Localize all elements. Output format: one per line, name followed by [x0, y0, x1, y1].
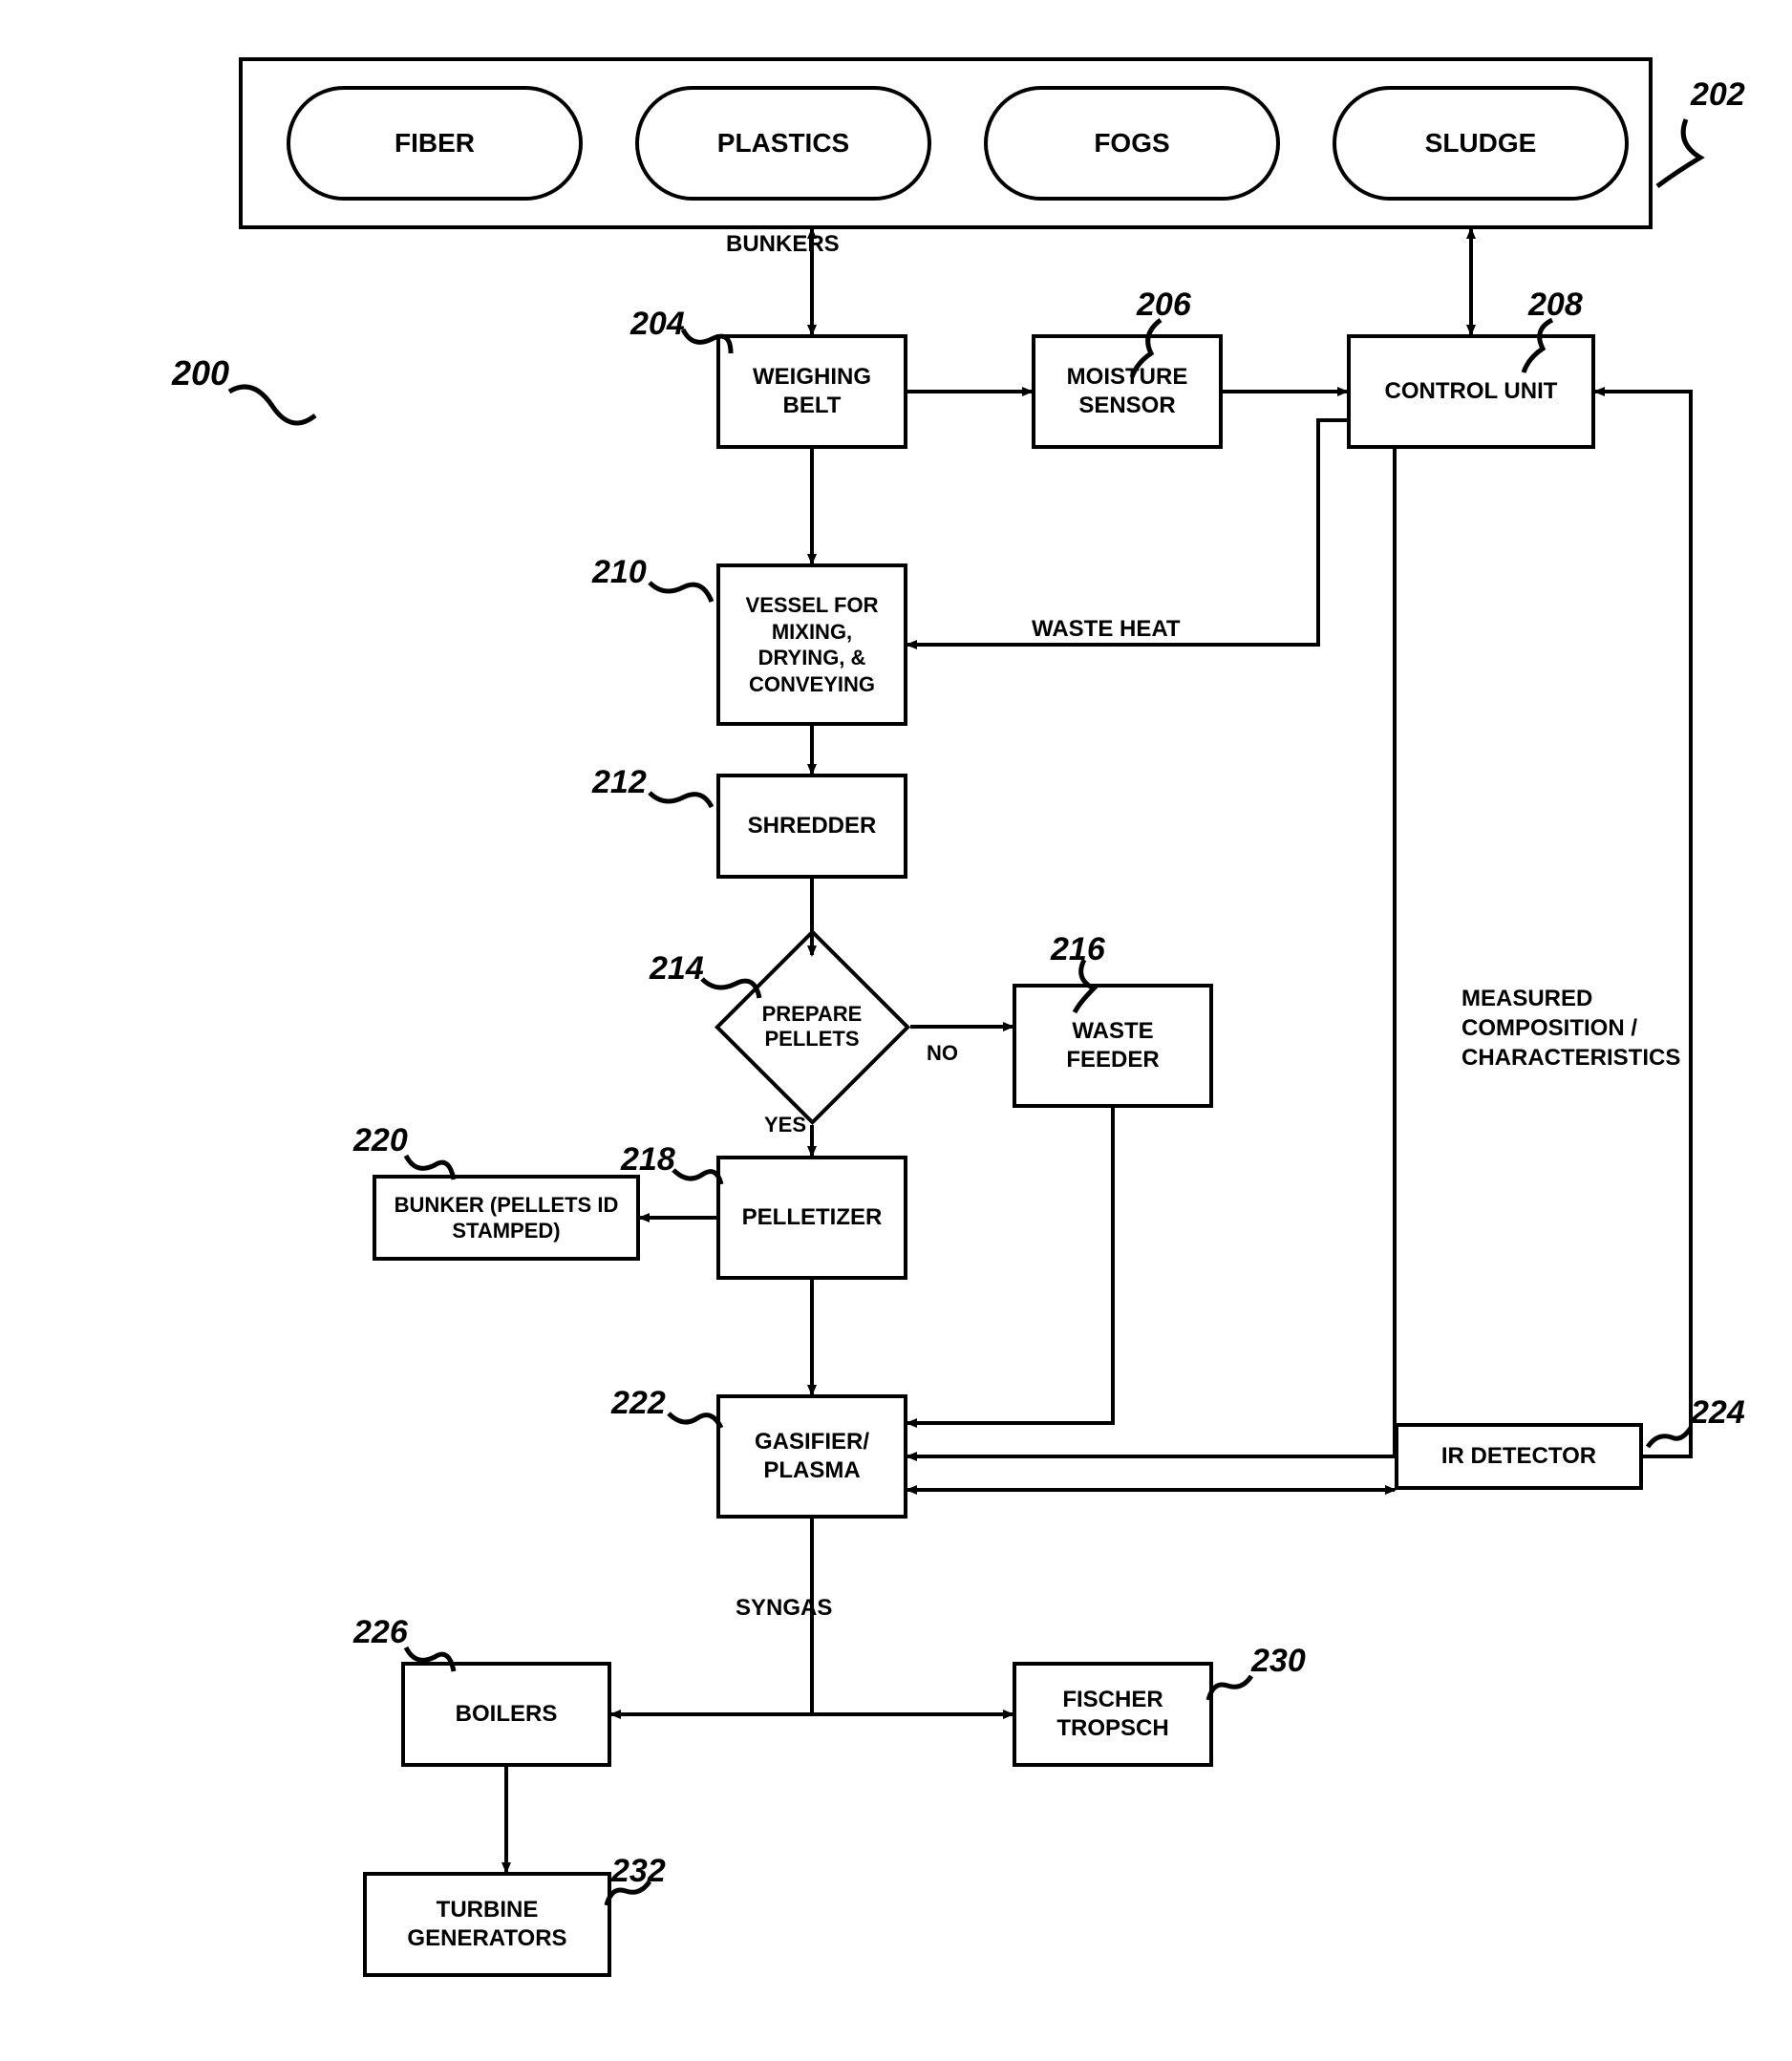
ref-230: 230 [1251, 1643, 1306, 1680]
ref-214: 214 [650, 950, 704, 988]
bunker-pill-sludge: SLUDGE [1333, 86, 1629, 201]
bunker-pill-plastics: PLASTICS [635, 86, 931, 201]
node-label: CONTROL UNIT [1385, 377, 1558, 406]
ref-202: 202 [1691, 76, 1745, 114]
ref-206: 206 [1137, 287, 1191, 324]
bunker-pill-label: PLASTICS [717, 128, 849, 159]
ref-218: 218 [621, 1141, 675, 1179]
edge-label-yes: YES [764, 1113, 806, 1137]
node-label: PELLETIZER [742, 1203, 883, 1232]
node-label: FISCHER TROPSCH [1024, 1686, 1202, 1743]
node-label: WEIGHING BELT [728, 363, 896, 420]
node-vessel: VESSEL FOR MIXING, DRYING, & CONVEYING [716, 563, 907, 726]
node-label: BUNKER (PELLETS ID STAMPED) [384, 1192, 629, 1244]
ref-220: 220 [353, 1122, 408, 1159]
ref-208: 208 [1528, 287, 1583, 324]
node-moisture-sensor: MOISTURE SENSOR [1032, 334, 1223, 449]
node-label: GASIFIER/ PLASMA [728, 1428, 896, 1485]
node-fischer: FISCHER TROPSCH [1013, 1662, 1213, 1767]
node-shredder: SHREDDER [716, 774, 907, 879]
bunker-pill-fogs: FOGS [984, 86, 1280, 201]
node-ir-detector: IR DETECTOR [1395, 1423, 1643, 1490]
node-bunker-pellets: BUNKER (PELLETS ID STAMPED) [373, 1175, 640, 1261]
node-weighing-belt: WEIGHING BELT [716, 334, 907, 449]
edge-label-measured: MEASURED COMPOSITION / CHARACTERISTICS [1461, 984, 1681, 1073]
ref-216: 216 [1051, 931, 1105, 968]
ref-226: 226 [353, 1614, 408, 1651]
node-gasifier: GASIFIER/ PLASMA [716, 1394, 907, 1519]
node-waste-feeder: WASTE FEEDER [1013, 984, 1213, 1108]
bunker-pill-fiber: FIBER [287, 86, 583, 201]
node-label: BOILERS [456, 1700, 558, 1729]
ref-210: 210 [592, 554, 647, 591]
ref-212: 212 [592, 764, 647, 801]
node-prepare-pellets [715, 929, 910, 1125]
node-label: WASTE FEEDER [1024, 1017, 1202, 1074]
node-pelletizer: PELLETIZER [716, 1156, 907, 1280]
ref-232: 232 [611, 1853, 666, 1890]
ref-200: 200 [172, 353, 229, 393]
bunkers-caption: BUNKERS [726, 231, 840, 258]
ref-222: 222 [611, 1385, 666, 1422]
node-label: MOISTURE SENSOR [1043, 363, 1211, 420]
node-control-unit: CONTROL UNIT [1347, 334, 1595, 449]
edge-label-waste-heat: WASTE HEAT [1032, 616, 1181, 643]
bunker-pill-label: SLUDGE [1425, 128, 1537, 159]
ref-224: 224 [1691, 1394, 1745, 1432]
node-label: TURBINE GENERATORS [374, 1896, 600, 1953]
edge-label-syngas: SYNGAS [736, 1595, 832, 1622]
node-label: IR DETECTOR [1441, 1442, 1596, 1471]
bunker-pill-label: FOGS [1094, 128, 1169, 159]
node-label: SHREDDER [748, 812, 877, 840]
node-turbine: TURBINE GENERATORS [363, 1872, 611, 1977]
bunker-pill-label: FIBER [395, 128, 475, 159]
ref-204: 204 [630, 306, 685, 343]
node-label: VESSEL FOR MIXING, DRYING, & CONVEYING [728, 592, 896, 697]
node-boilers: BOILERS [401, 1662, 611, 1767]
edge-label-no: NO [927, 1041, 958, 1066]
